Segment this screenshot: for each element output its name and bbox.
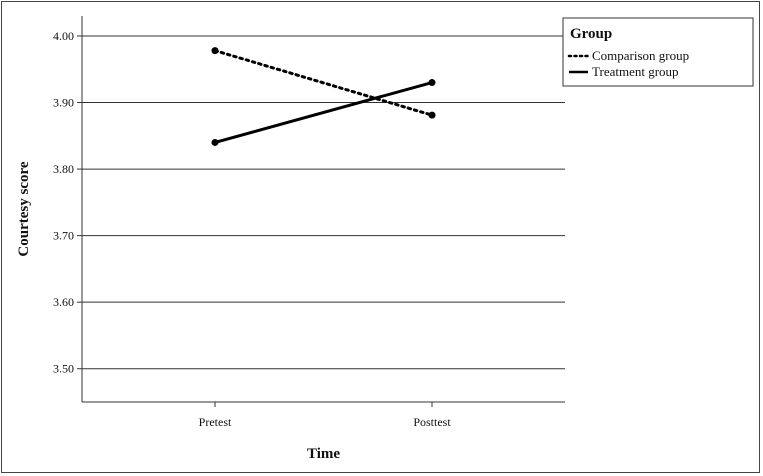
x-tick-labels: Pretest Posttest: [199, 402, 451, 429]
y-tick-label: 3.80: [53, 162, 74, 176]
series: [211, 47, 436, 146]
data-point: [428, 79, 436, 87]
legend-label: Treatment group: [592, 64, 679, 79]
y-tick-label: 3.90: [53, 96, 74, 110]
gridlines: [77, 35, 565, 370]
legend-box: [562, 17, 754, 87]
y-tick-label: 3.70: [53, 229, 74, 243]
series-line: [214, 81, 433, 144]
legend-title: Group: [570, 26, 612, 42]
data-point: [211, 47, 219, 55]
legend-label: Comparison group: [592, 48, 689, 63]
y-tick-label: 3.50: [53, 362, 74, 376]
data-point: [428, 111, 436, 119]
data-point: [211, 138, 219, 146]
x-tick-label: Pretest: [199, 415, 232, 429]
y-tick-labels: 3.50 3.60 3.70 3.80 3.90 4.00: [53, 29, 74, 376]
x-tick-label: Posttest: [413, 415, 451, 429]
series-line: [213, 49, 434, 117]
y-tick-label: 4.00: [53, 29, 74, 43]
axes: [81, 16, 565, 403]
x-axis-title: Time: [307, 446, 340, 462]
y-tick-label: 3.60: [53, 295, 74, 309]
y-axis-title: Courtesy score: [16, 161, 32, 256]
